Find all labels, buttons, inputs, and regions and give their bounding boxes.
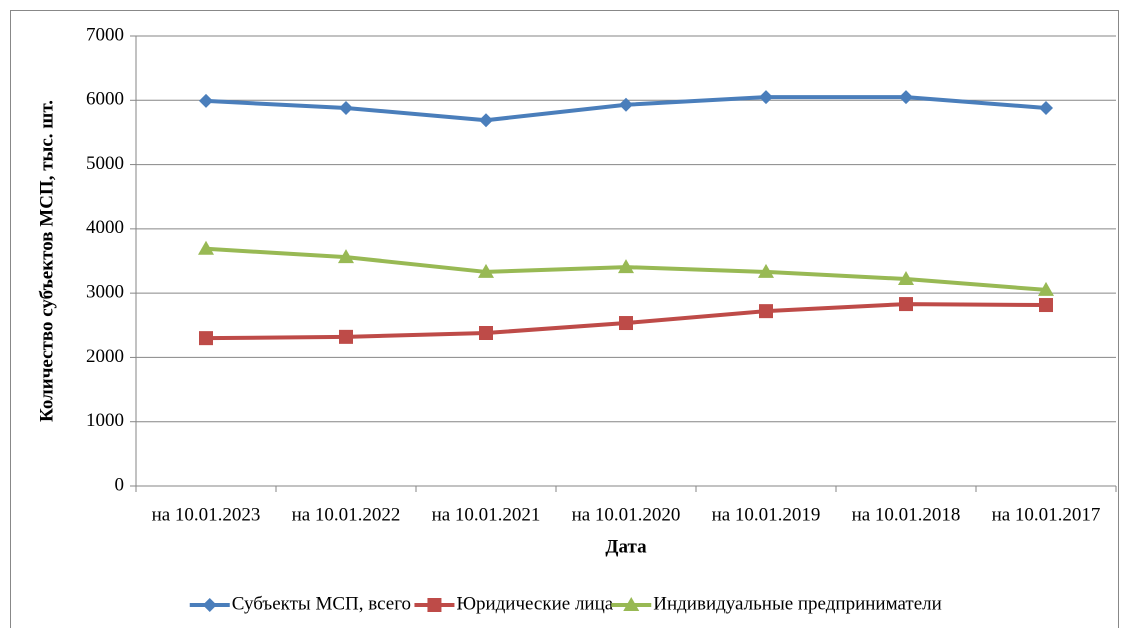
marker [1038, 281, 1054, 296]
legend-item: Юридические лица [414, 593, 614, 614]
marker [619, 97, 633, 112]
marker [1039, 101, 1053, 115]
y-tick-label: 2000 [86, 346, 124, 367]
marker [339, 101, 353, 115]
legend-item: Индивидуальные предприниматели [611, 593, 942, 614]
x-tick-label: на 10.01.2018 [852, 504, 961, 525]
marker [338, 249, 354, 264]
legend-label: Индивидуальные предприниматели [653, 593, 942, 614]
marker [759, 304, 773, 319]
marker [198, 240, 214, 255]
y-tick-label: 4000 [86, 217, 124, 238]
marker [479, 113, 493, 128]
marker [1039, 298, 1053, 313]
marker [339, 329, 353, 344]
x-tick-label: на 10.01.2020 [572, 504, 681, 525]
marker [202, 598, 217, 612]
marker [479, 326, 493, 340]
y-axis-label: Количество субъектов МСП, тыс. шт. [36, 100, 57, 422]
legend-label: Юридические лица [456, 593, 613, 614]
legend-label: Субъекты МСП, всего [232, 593, 411, 614]
x-axis-label: Дата [605, 536, 647, 557]
y-tick-label: 3000 [86, 282, 124, 303]
marker [759, 90, 773, 105]
marker [898, 271, 914, 285]
y-tick-label: 1000 [86, 410, 124, 431]
y-tick-label: 5000 [86, 153, 124, 174]
x-tick-label: на 10.01.2019 [712, 504, 821, 525]
x-tick-label: на 10.01.2017 [992, 504, 1101, 525]
y-tick-label: 6000 [86, 89, 124, 110]
marker [478, 263, 494, 278]
marker [618, 259, 634, 274]
x-tick-label: на 10.01.2021 [432, 504, 541, 525]
marker [199, 93, 213, 108]
marker [619, 316, 633, 331]
y-tick-label: 0 [115, 474, 125, 495]
y-tick-label: 7000 [86, 24, 124, 45]
marker [623, 597, 640, 611]
chart-border [10, 10, 1119, 628]
marker [199, 331, 213, 346]
legend-item: Субъекты МСП, всего [189, 593, 411, 614]
marker [899, 90, 913, 105]
marker [758, 263, 774, 278]
x-tick-label: на 10.01.2023 [152, 504, 261, 525]
marker [899, 297, 913, 312]
marker [427, 598, 442, 612]
x-tick-label: на 10.01.2022 [292, 504, 401, 525]
